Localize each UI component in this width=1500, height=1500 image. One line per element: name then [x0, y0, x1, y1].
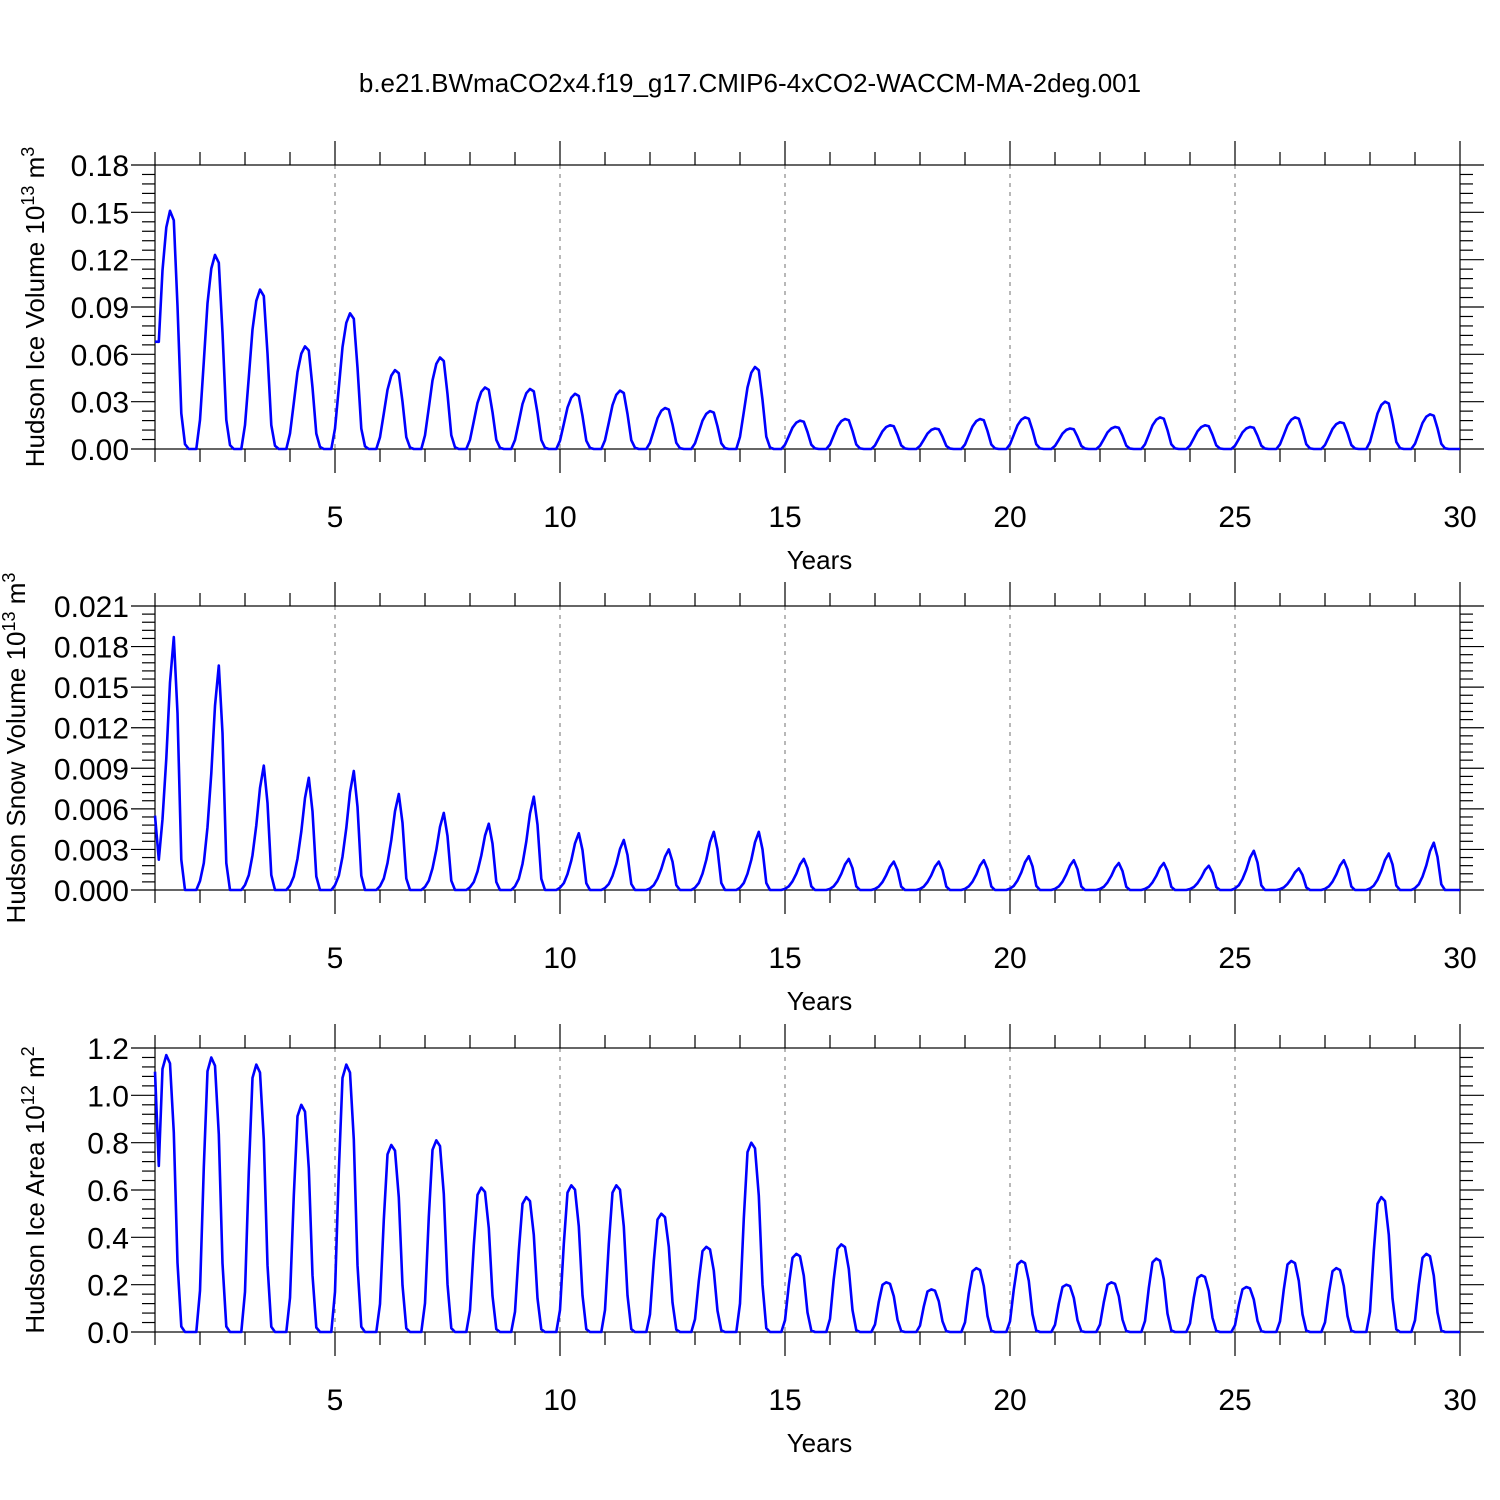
y-axis-title: Hudson Ice Volume 1013 m3	[18, 147, 50, 468]
y-tick-label: 1.2	[87, 1033, 129, 1066]
x-tick-label: 20	[993, 501, 1026, 534]
x-axis-title: Years	[787, 545, 853, 575]
y-tick-label: 0.09	[71, 292, 129, 325]
y-axis-title: Hudson Snow Volume 1013 m3	[0, 573, 31, 924]
x-tick-label: 10	[543, 1384, 576, 1417]
x-tick-label: 30	[1443, 1384, 1476, 1417]
x-tick-label: 15	[768, 501, 801, 534]
y-tick-label: 0.2	[87, 1270, 129, 1303]
x-tick-label: 20	[993, 942, 1026, 975]
x-axis-title: Years	[787, 1428, 853, 1458]
x-tick-label: 15	[768, 1384, 801, 1417]
y-tick-label: 0.012	[54, 713, 129, 746]
x-tick-label: 30	[1443, 501, 1476, 534]
y-tick-label: 0.00	[71, 434, 129, 467]
y-tick-label: 0.018	[54, 632, 129, 665]
series-line	[154, 209, 1460, 451]
x-tick-label: 10	[543, 501, 576, 534]
y-tick-label: 0.4	[87, 1222, 129, 1255]
figure-title: b.e21.BWmaCO2x4.f19_g17.CMIP6-4xCO2-WACC…	[359, 68, 1141, 98]
y-tick-label: 0.6	[87, 1175, 129, 1208]
x-tick-label: 5	[327, 942, 344, 975]
y-tick-label: 0.006	[54, 794, 129, 827]
x-tick-label: 10	[543, 942, 576, 975]
y-tick-label: 0.009	[54, 753, 129, 786]
series-line	[153, 635, 1460, 892]
y-tick-label: 0.12	[71, 245, 129, 278]
x-tick-label: 5	[327, 501, 344, 534]
panel-ice-area: 0.0 0.2 0.4 0.6 0.8 1.0 1.2 5 10 15 20 25 30 Years Hud…	[18, 1024, 1484, 1458]
x-tick-label: 5	[327, 1384, 344, 1417]
panel-snow-volume: 0.000 0.003 0.006 0.009 0.012 0.015 0.018 0.021…	[0, 573, 1484, 1016]
y-tick-label: 0.15	[71, 197, 129, 230]
x-axis-title: Years	[787, 986, 853, 1016]
y-tick-label: 0.003	[54, 834, 129, 867]
y-axis-title: Hudson Ice Area 1012 m2	[18, 1046, 50, 1333]
y-tick-label: 0.021	[54, 591, 129, 624]
x-tick-label: 15	[768, 942, 801, 975]
x-tick-label: 25	[1218, 1384, 1251, 1417]
y-tick-label: 0.0	[87, 1317, 129, 1350]
y-tick-label: 0.000	[54, 875, 129, 908]
y-tick-label: 0.015	[54, 672, 129, 705]
x-tick-label: 25	[1218, 942, 1251, 975]
plot-frame	[154, 605, 1461, 891]
plot-frame	[154, 164, 1461, 450]
x-tick-label: 30	[1443, 942, 1476, 975]
series-line	[153, 1053, 1460, 1334]
y-tick-label: 1.0	[87, 1080, 129, 1113]
y-tick-label: 0.03	[71, 387, 129, 420]
x-tick-label: 20	[993, 1384, 1026, 1417]
x-tick-label: 25	[1218, 501, 1251, 534]
panel-ice-volume: 0.00 0.03 0.06 0.09 0.12 0.15 0.18 5 10 15 20 25 30 Y…	[18, 141, 1484, 575]
y-tick-label: 0.18	[71, 150, 129, 183]
y-tick-label: 0.06	[71, 339, 129, 372]
y-tick-label: 0.8	[87, 1128, 129, 1161]
